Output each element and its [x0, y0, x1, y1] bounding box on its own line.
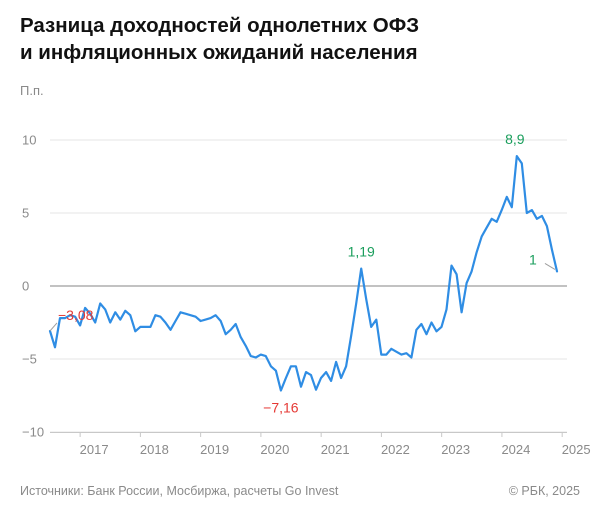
chart-title: Разница доходностей однолетних ОФЗ и инф… — [20, 12, 580, 66]
data-label: −3,08 — [58, 307, 94, 323]
data-label: 1,19 — [348, 244, 375, 260]
y-tick-label: 5 — [22, 206, 29, 221]
data-label: 8,9 — [505, 131, 525, 147]
x-tick-label: 2024 — [501, 442, 530, 457]
source-note: Источники: Банк России, Мосбиржа, расчет… — [20, 484, 339, 498]
y-tick-label: 10 — [22, 133, 36, 148]
x-tick-label: 2018 — [140, 442, 169, 457]
y-axis-ticks: 10 5 0 −5 −10 — [22, 133, 44, 440]
annotations: −3,08 −7,16 1,19 8,9 1 — [49, 131, 556, 416]
data-series — [48, 155, 559, 392]
x-tick-label: 2019 — [200, 442, 229, 457]
data-label: −7,16 — [263, 400, 299, 416]
x-tick-label: 2021 — [321, 442, 350, 457]
annotation-leader — [544, 262, 556, 270]
data-label: 1 — [529, 251, 537, 267]
x-tick-label: 2023 — [441, 442, 470, 457]
y-axis-unit-label: П.п. — [20, 83, 44, 98]
gridlines — [50, 139, 567, 433]
y-tick-label: −10 — [22, 425, 44, 440]
x-tick-label: 2020 — [260, 442, 289, 457]
x-axis-ticks: 2017 2018 2019 2020 2021 2022 2023 2024 2025 — [50, 432, 591, 457]
x-tick-label: 2017 — [80, 442, 109, 457]
y-tick-label: −5 — [22, 352, 37, 367]
annotation-leader — [49, 322, 58, 332]
y-tick-label: 0 — [22, 279, 29, 294]
x-tick-label: 2022 — [381, 442, 410, 457]
x-tick-label: 2025 — [562, 442, 591, 457]
chart-title-line-1: Разница доходностей однолетних ОФЗ — [20, 14, 420, 37]
series-line — [48, 155, 559, 392]
chart-title-line-2: и инфляционных ожиданий населения — [20, 41, 418, 64]
copyright-note: © РБК, 2025 — [508, 484, 580, 498]
